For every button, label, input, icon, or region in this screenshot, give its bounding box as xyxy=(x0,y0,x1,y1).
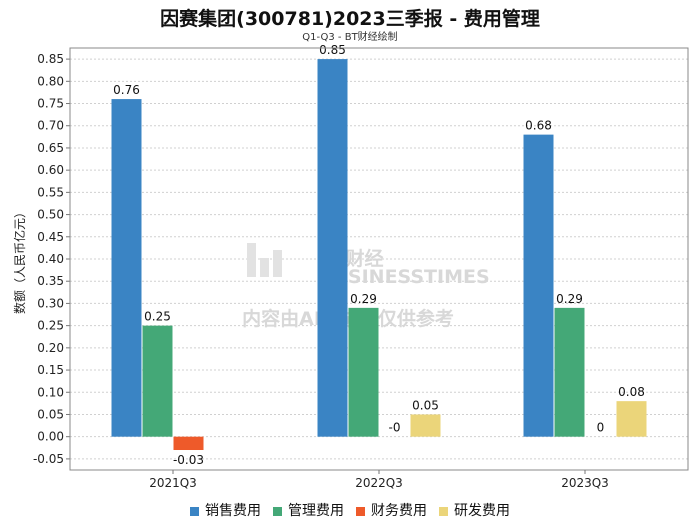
y-tick-label: 0.55 xyxy=(37,185,64,199)
y-tick-label: 0.85 xyxy=(37,52,64,66)
legend-swatch xyxy=(356,506,365,516)
legend-item: 研发费用 xyxy=(439,500,510,520)
bar xyxy=(410,414,441,437)
y-tick-label: 0.15 xyxy=(37,363,64,377)
legend-label: 管理费用 xyxy=(288,503,344,519)
data-label: 0.05 xyxy=(412,398,439,412)
data-label: 0.29 xyxy=(556,292,583,306)
legend-item: 财务费用 xyxy=(356,500,427,520)
grid-lines xyxy=(70,58,688,460)
bar xyxy=(554,307,585,437)
data-label: 0.08 xyxy=(618,385,645,399)
y-tick-label: 0.10 xyxy=(37,385,64,399)
legend-item: 销售费用 xyxy=(190,500,261,520)
data-label: 0.29 xyxy=(350,292,377,306)
watermark-logo-bar xyxy=(273,250,282,277)
y-tick-label: 0.40 xyxy=(37,252,64,266)
data-label: 0.25 xyxy=(144,310,171,324)
y-axis-label: 数额（人民币亿元） xyxy=(12,206,27,314)
legend-item: 管理费用 xyxy=(273,500,344,520)
bar xyxy=(317,59,348,437)
bar xyxy=(616,401,647,437)
legend: 销售费用 管理费用 财务费用 研发费用 xyxy=(0,500,700,520)
y-tick-label: 0.80 xyxy=(37,74,64,88)
y-tick-label: 0.25 xyxy=(37,319,64,333)
watermark-note: 内容由AI生成，仅供参考 xyxy=(242,307,454,330)
legend-swatch xyxy=(439,506,448,516)
y-tick-label: 0.35 xyxy=(37,274,64,288)
y-tick-label: 0.05 xyxy=(37,407,64,421)
chart-subtitle: Q1-Q3 - BT财经绘制 xyxy=(302,32,398,43)
y-tick-label: 0.60 xyxy=(37,163,64,177)
legend-swatch xyxy=(190,506,199,516)
legend-label: 销售费用 xyxy=(205,503,261,519)
bar xyxy=(142,325,173,437)
bars: 0.76 0.25 -0.03 0.85 0.29 -0 0.05 0.68 0.29 0 0.08 xyxy=(111,43,647,467)
legend-label: 财务费用 xyxy=(371,503,427,519)
y-tick-label: 0.00 xyxy=(37,430,64,444)
data-label: 0.76 xyxy=(113,83,140,97)
watermark-logo-bar xyxy=(260,258,269,277)
y-tick-label: 0.45 xyxy=(37,230,64,244)
bar xyxy=(173,436,204,451)
x-tick-label: 2023Q3 xyxy=(561,476,609,490)
bar xyxy=(348,307,379,437)
watermark-logo-bar xyxy=(247,243,256,277)
y-tick-label: 0.50 xyxy=(37,208,64,222)
bar-chart: BT财经 BUSINESSTIMES 内容由AI生成，仅供参考 0.760.25… xyxy=(12,43,689,490)
data-label: -0.03 xyxy=(173,453,204,467)
y-tick-label: -0.05 xyxy=(33,452,64,466)
data-label: 0 xyxy=(597,421,605,435)
bar xyxy=(111,99,142,437)
x-tick-label: 2021Q3 xyxy=(149,476,197,490)
y-tick-label: 0.30 xyxy=(37,296,64,310)
y-tick-label: 0.65 xyxy=(37,141,64,155)
y-tick-label: 0.75 xyxy=(37,97,64,111)
y-tick-label: 0.20 xyxy=(37,341,64,355)
chart-title: 因赛集团(300781)2023三季报 - 费用管理 xyxy=(160,8,540,30)
legend-label: 研发费用 xyxy=(454,503,510,519)
axes: -0.05 0.00 0.05 0.10 0.15 0.20 0.25 0.30 0.35 0.4… xyxy=(33,47,689,490)
legend-swatch xyxy=(273,506,282,516)
data-label: 0.85 xyxy=(319,43,346,57)
x-tick-label: 2022Q3 xyxy=(355,476,403,490)
watermark-brand-en: BUSINESSTIMES xyxy=(318,266,490,288)
data-label: -0 xyxy=(389,421,401,435)
data-label: 0.68 xyxy=(525,119,552,133)
bar xyxy=(523,134,554,437)
y-tick-label: 0.70 xyxy=(37,119,64,133)
